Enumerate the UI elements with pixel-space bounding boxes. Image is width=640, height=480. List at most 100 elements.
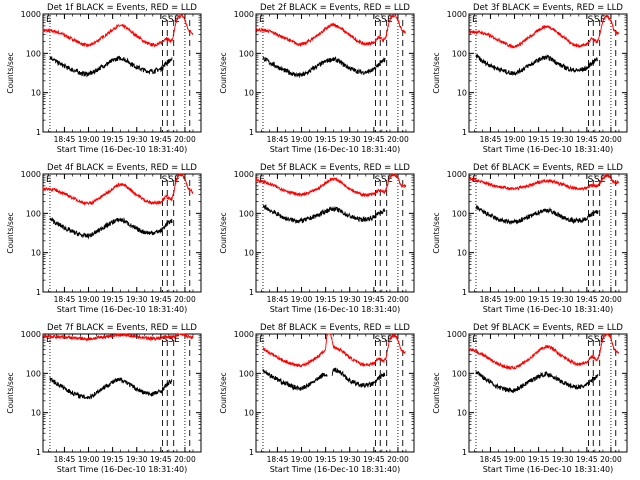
x-tick-label: 19:00 xyxy=(291,455,313,464)
x-tick-label: 20:00 xyxy=(600,455,622,464)
chart-panel-5: Det 5f BLACK = Events, RED = LLD 1 10 100 10… xyxy=(219,163,415,314)
x-tick-label: 19:00 xyxy=(504,455,526,464)
x-axis-label: Start Time (16-Dec-10 18:31:40) xyxy=(483,305,614,314)
annotation-label: S xyxy=(375,15,381,25)
plot-frame xyxy=(468,13,628,133)
chart-panel-9: Det 9f BLACK = Events, RED = LLD 1 10 100 10… xyxy=(432,323,628,474)
y-tick-label: 1000 xyxy=(234,170,254,179)
y-tick-label: 100 xyxy=(239,369,254,378)
plot-frame xyxy=(255,13,415,133)
y-axis-label: Counts/sec xyxy=(6,212,15,253)
x-tick-label: 19:15 xyxy=(102,295,124,304)
annotation-label: S xyxy=(594,175,600,185)
annotation-label: S xyxy=(381,335,387,345)
y-tick-label: 1 xyxy=(36,128,41,137)
x-tick-label: 19:15 xyxy=(102,455,124,464)
lld-series-line xyxy=(42,173,194,206)
y-tick-label: 1 xyxy=(36,288,41,297)
y-tick-label: 10 xyxy=(457,89,467,98)
annotation-label: E xyxy=(472,335,478,345)
x-tick-label: 18:45 xyxy=(480,295,502,304)
lld-series-line xyxy=(468,14,620,49)
plot-frame xyxy=(255,173,415,293)
x-tick-label: 20:00 xyxy=(174,135,196,144)
x-tick-label: 19:00 xyxy=(78,295,100,304)
x-tick-label: 18:45 xyxy=(480,135,502,144)
x-tick-label: 19:30 xyxy=(126,135,148,144)
annotation-label: S xyxy=(375,335,381,345)
chart-title: Det 1f BLACK = Events, RED = LLD xyxy=(47,3,197,13)
y-tick-label: 100 xyxy=(239,209,254,218)
annotation-label: S xyxy=(162,15,168,25)
chart-title: Det 8f BLACK = Events, RED = LLD xyxy=(260,323,410,333)
x-tick-label: 19:30 xyxy=(126,455,148,464)
chart-title: Det 9f BLACK = Events, RED = LLD xyxy=(473,323,623,333)
x-tick-label: 19:00 xyxy=(504,295,526,304)
y-tick-label: 100 xyxy=(452,369,467,378)
annotation-label: S xyxy=(375,175,381,185)
x-tick-label: 19:30 xyxy=(339,455,361,464)
y-axis-label: Counts/sec xyxy=(6,372,15,413)
annotation-label: E xyxy=(259,15,265,25)
x-tick-label: 19:45 xyxy=(576,295,598,304)
x-axis-label: Start Time (16-Dec-10 18:31:40) xyxy=(57,145,188,154)
x-tick-label: 19:45 xyxy=(150,295,172,304)
x-tick-label: 19:15 xyxy=(528,295,550,304)
chart-title: Det 4f BLACK = Events, RED = LLD xyxy=(47,163,197,173)
x-axis-label: Start Time (16-Dec-10 18:31:40) xyxy=(270,305,401,314)
annotation-label: E xyxy=(46,15,52,25)
x-tick-label: 19:30 xyxy=(126,295,148,304)
x-tick-label: 19:15 xyxy=(315,295,337,304)
annotation-label: S xyxy=(588,15,594,25)
x-axis-label: Start Time (16-Dec-10 18:31:40) xyxy=(57,305,188,314)
y-tick-label: 1000 xyxy=(21,170,41,179)
annotation-label: S xyxy=(168,15,174,25)
events-series-line xyxy=(475,205,599,225)
y-tick-label: 10 xyxy=(31,249,41,258)
x-tick-label: 18:45 xyxy=(54,455,76,464)
x-tick-label: 19:15 xyxy=(528,455,550,464)
chart-panel-8: Det 8f BLACK = Events, RED = LLD 1 10 100 10… xyxy=(219,323,415,474)
plot-frame xyxy=(42,13,202,133)
annotation-label: S xyxy=(381,15,387,25)
plot-frame xyxy=(42,333,202,453)
events-series-line xyxy=(49,216,173,240)
chart-panel-6: Det 6f BLACK = Events, RED = LLD 1 10 100 10… xyxy=(432,163,628,314)
x-tick-label: 19:00 xyxy=(78,135,100,144)
events-series-line xyxy=(49,55,173,78)
x-tick-label: 18:45 xyxy=(54,295,76,304)
x-tick-label: 19:00 xyxy=(78,455,100,464)
annotation-label: S xyxy=(594,15,600,25)
y-axis-label: Counts/sec xyxy=(432,212,441,253)
x-tick-label: 19:45 xyxy=(363,455,385,464)
x-tick-label: 19:00 xyxy=(504,135,526,144)
x-tick-label: 20:00 xyxy=(174,455,196,464)
annotation-label: E xyxy=(46,175,52,185)
events-series-line xyxy=(262,204,386,225)
annotation-label: E xyxy=(387,175,393,185)
x-axis-label: Start Time (16-Dec-10 18:31:40) xyxy=(270,145,401,154)
y-tick-label: 1000 xyxy=(234,330,254,339)
events-series-line xyxy=(475,53,599,77)
x-axis-label: Start Time (16-Dec-10 18:31:40) xyxy=(483,465,614,474)
chart-panel-2: Det 2f BLACK = Events, RED = LLD 1 10 100 10… xyxy=(219,3,415,154)
y-tick-label: 100 xyxy=(26,369,41,378)
y-tick-label: 10 xyxy=(457,409,467,418)
lld-series-line xyxy=(468,333,620,371)
x-axis-label: Start Time (16-Dec-10 18:31:40) xyxy=(483,145,614,154)
y-tick-label: 1 xyxy=(249,288,254,297)
y-tick-label: 100 xyxy=(26,209,41,218)
chart-panel-7: Det 7f BLACK = Events, RED = LLD 1 10 100 10… xyxy=(6,323,202,474)
y-tick-label: 1 xyxy=(249,128,254,137)
x-tick-label: 19:30 xyxy=(552,295,574,304)
chart-panel-1: Det 1f BLACK = Events, RED = LLD 1 10 100 10… xyxy=(6,3,202,154)
annotation-label: S xyxy=(168,175,174,185)
chart-panel-4: Det 4f BLACK = Events, RED = LLD 1 10 100 10… xyxy=(6,163,202,314)
y-tick-label: 1000 xyxy=(21,10,41,19)
annotation-label: S xyxy=(594,335,600,345)
x-tick-label: 20:00 xyxy=(387,455,409,464)
x-tick-label: 19:15 xyxy=(315,135,337,144)
x-tick-label: 19:45 xyxy=(150,455,172,464)
annotation-label: E xyxy=(259,175,265,185)
